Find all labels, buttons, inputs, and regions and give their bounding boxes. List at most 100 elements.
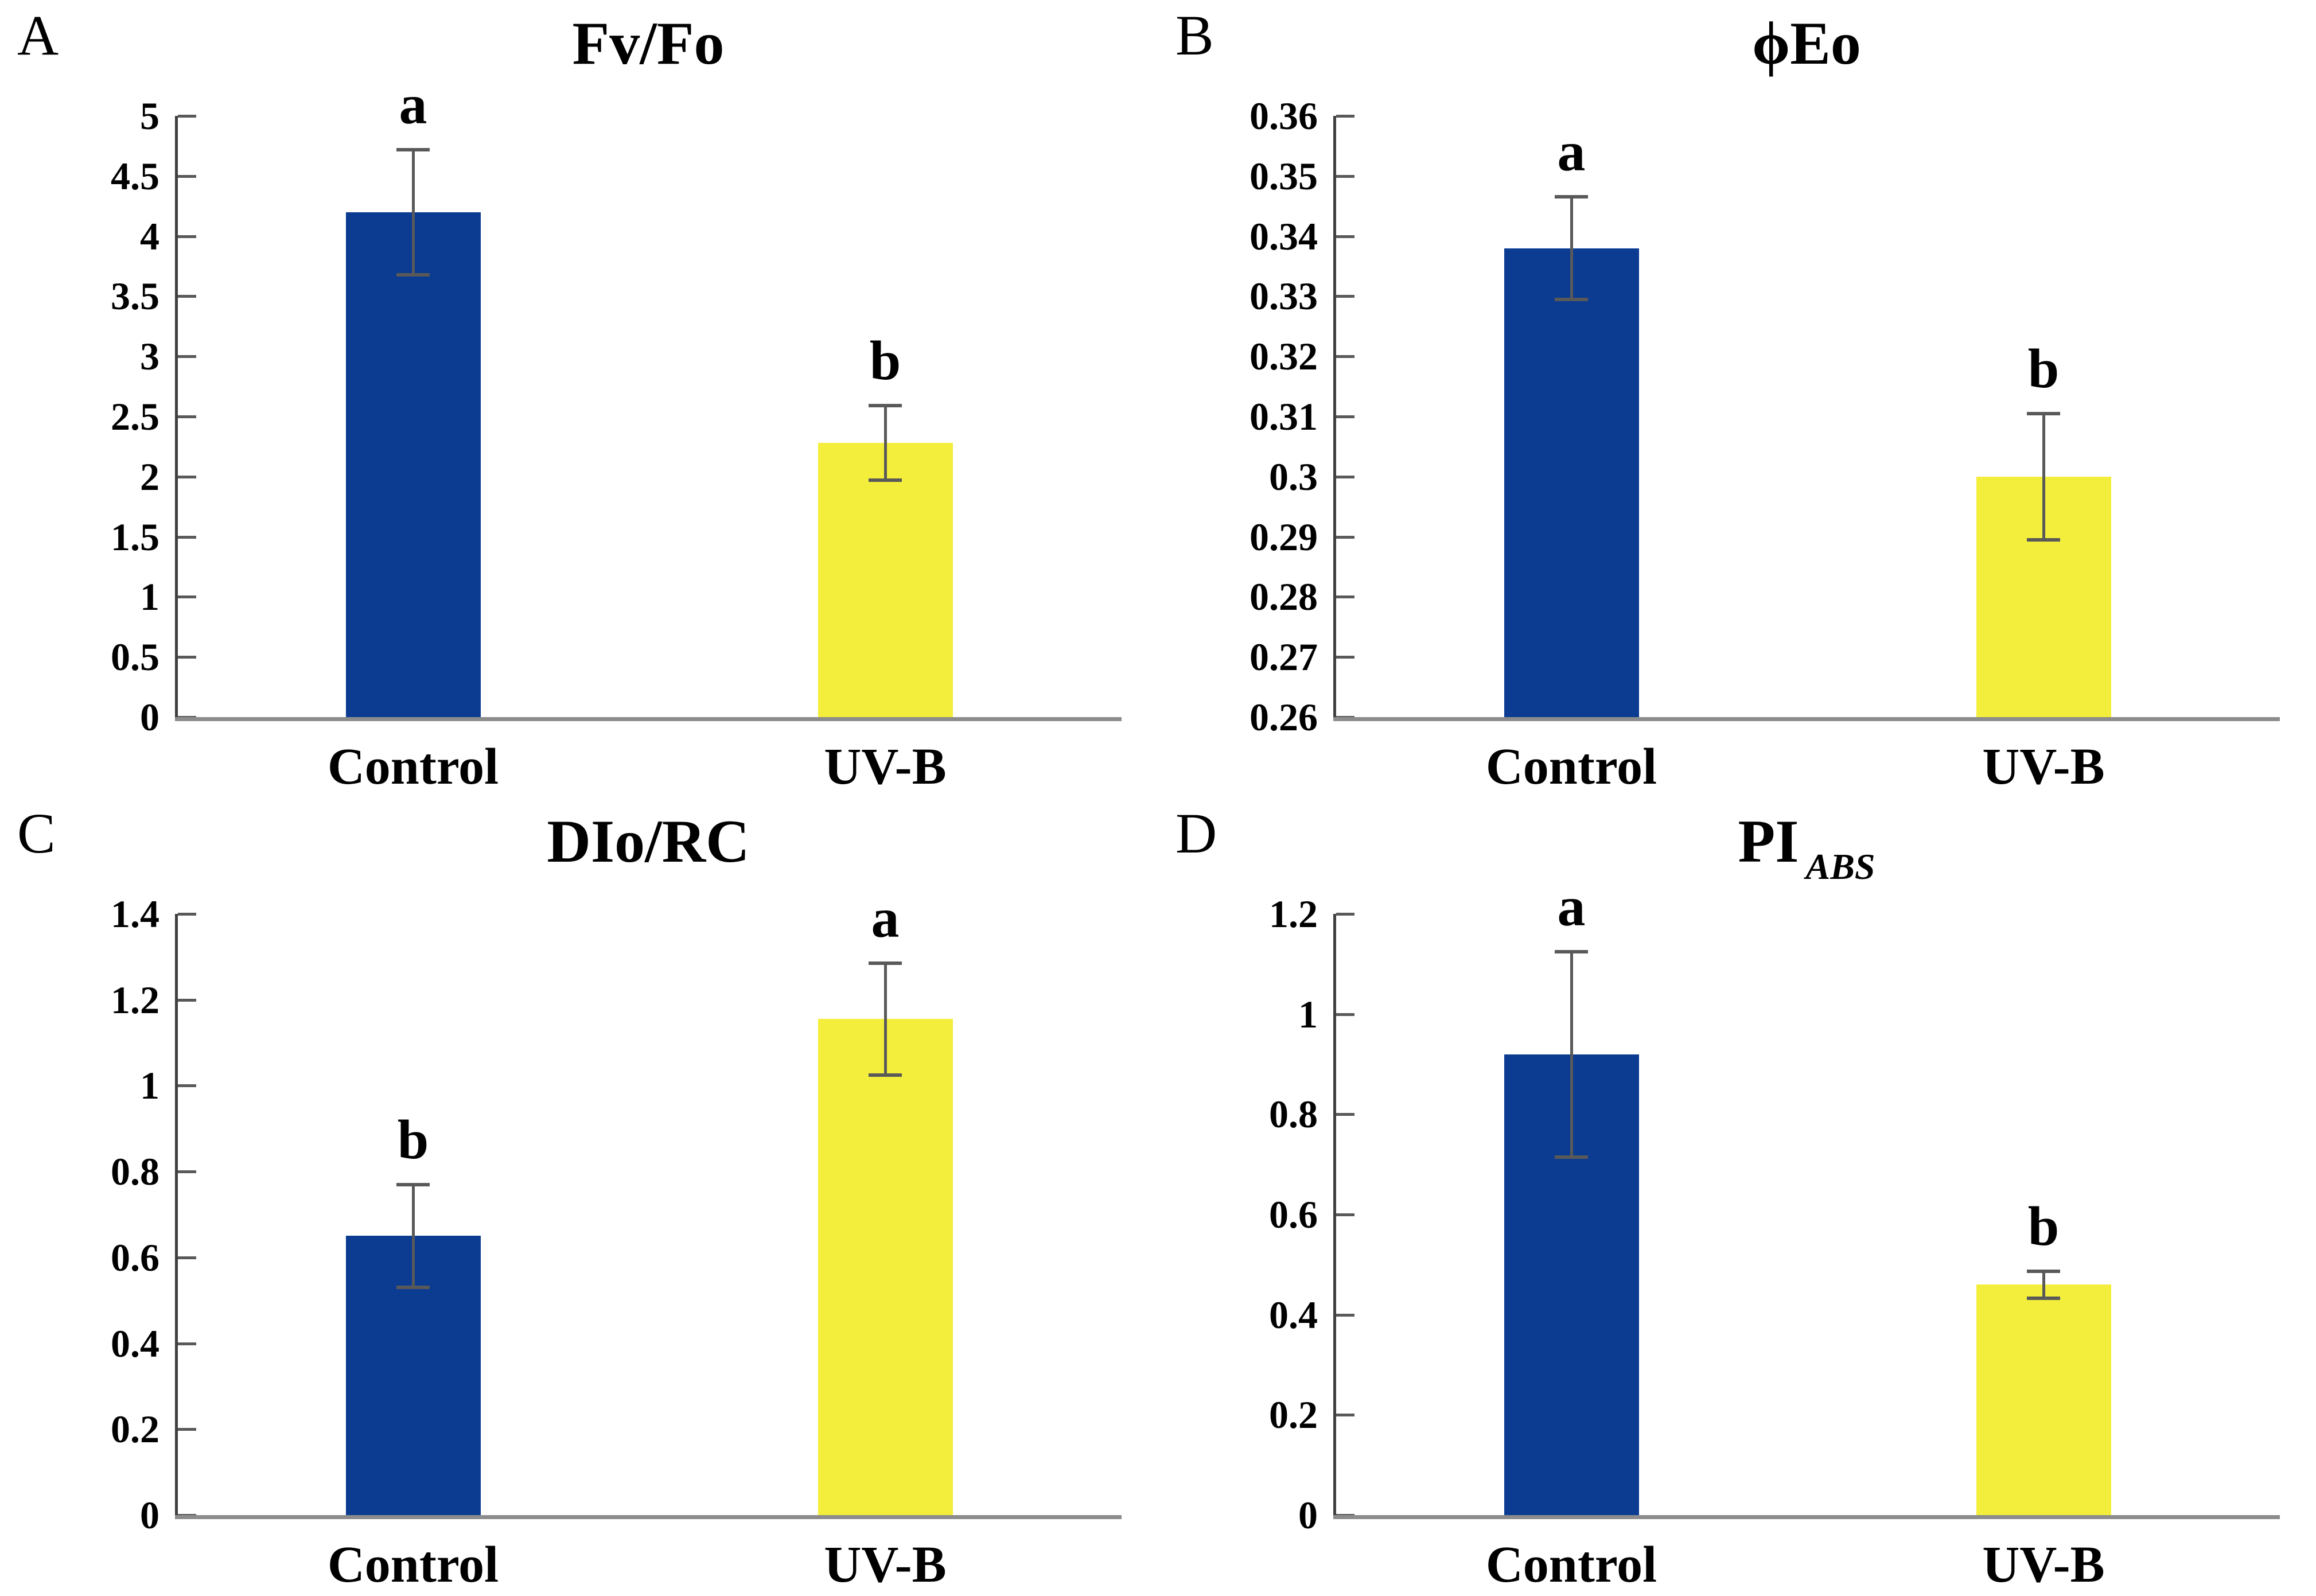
error-bar-cap-top bbox=[396, 1183, 430, 1186]
y-tick-label: 0.2 bbox=[111, 1407, 159, 1451]
y-tick-label: 1 bbox=[140, 1064, 159, 1108]
y-tick-mark bbox=[1336, 1113, 1354, 1116]
y-tick-mark bbox=[178, 656, 196, 659]
panel-c: C DIo/RC 0 0.2 0.4 0.6 0.8 1 1.2 1.4 b Control a UV… bbox=[0, 798, 1158, 1596]
error-bar-cap-top bbox=[1555, 950, 1588, 953]
significance-letter: a bbox=[1557, 876, 1586, 938]
error-bar-line bbox=[1570, 197, 1573, 299]
error-bar-cap-bottom bbox=[396, 1286, 430, 1289]
y-tick-label: 1.5 bbox=[111, 515, 159, 559]
x-axis-line bbox=[175, 717, 1122, 721]
error-bar-cap-top bbox=[2027, 1270, 2060, 1273]
x-category-label: UV-B bbox=[1982, 738, 2105, 795]
bar-control bbox=[346, 212, 481, 717]
bar-uvb bbox=[818, 443, 953, 717]
panel-c-title: DIo/RC bbox=[178, 806, 1119, 877]
bar-uvb bbox=[818, 1019, 953, 1515]
error-bar-cap-bottom bbox=[869, 478, 902, 482]
y-tick-label: 1.4 bbox=[111, 892, 159, 936]
error-bar-cap-top bbox=[1555, 195, 1588, 198]
panel-a-chart-area: 0 0.5 1 1.5 2 2.5 3 3.5 4 4.5 5 a Control b UV-B bbox=[0, 75, 1158, 798]
significance-letter: b bbox=[2027, 338, 2060, 400]
y-axis-line bbox=[175, 914, 178, 1518]
y-tick-mark bbox=[1336, 1213, 1354, 1216]
panel-b-title-text: ϕEo bbox=[1752, 10, 1861, 77]
error-bar-cap-top bbox=[396, 148, 430, 151]
x-category-label: Control bbox=[1485, 1536, 1657, 1593]
y-tick-label: 5 bbox=[140, 94, 159, 138]
error-bar-cap-top bbox=[869, 404, 902, 407]
y-tick-mark bbox=[178, 1428, 196, 1431]
y-tick-mark bbox=[1336, 1013, 1354, 1016]
y-axis-line bbox=[1333, 914, 1336, 1518]
error-bar-cap-bottom bbox=[2027, 1297, 2060, 1300]
y-tick-label: 0.33 bbox=[1250, 274, 1318, 318]
y-tick-label: 3 bbox=[140, 334, 159, 379]
y-tick-mark bbox=[178, 295, 196, 298]
y-tick-label: 0.29 bbox=[1250, 515, 1318, 559]
y-tick-label: 3.5 bbox=[111, 274, 159, 318]
y-tick-mark bbox=[178, 998, 196, 1002]
error-bar-cap-top bbox=[869, 962, 902, 965]
y-axis-line bbox=[1333, 116, 1336, 720]
y-tick-label: 0.4 bbox=[111, 1321, 159, 1365]
y-tick-mark bbox=[178, 355, 196, 359]
y-tick-mark bbox=[178, 1170, 196, 1174]
y-tick-label: 0.34 bbox=[1250, 214, 1318, 258]
y-tick-mark bbox=[178, 1084, 196, 1088]
x-axis-line bbox=[175, 1515, 1122, 1519]
y-tick-mark bbox=[178, 595, 196, 599]
y-tick-mark bbox=[178, 174, 196, 178]
panel-c-title-text: DIo/RC bbox=[547, 808, 750, 875]
error-bar-line bbox=[2042, 414, 2045, 540]
panel-d-chart-area: 0 0.2 0.4 0.6 0.8 1 1.2 a Control b UV-B bbox=[1158, 877, 2316, 1596]
panel-d-title-text: PI bbox=[1738, 808, 1799, 875]
panel-c-chart-area: 0 0.2 0.4 0.6 0.8 1 1.2 1.4 b Control a UV-B bbox=[0, 889, 1158, 1596]
y-tick-label: 0.35 bbox=[1250, 154, 1318, 198]
y-tick-mark bbox=[1336, 174, 1354, 178]
y-tick-label: 0.36 bbox=[1250, 94, 1318, 138]
significance-letter: b bbox=[869, 330, 901, 392]
y-tick-label: 1 bbox=[1298, 992, 1318, 1036]
panel-a-title-text: Fv/Fo bbox=[572, 10, 725, 77]
panel-d-title-subscript: ABS bbox=[1805, 846, 1875, 887]
y-tick-label: 0.4 bbox=[1269, 1293, 1318, 1337]
y-tick-label: 0.26 bbox=[1250, 695, 1318, 739]
y-tick-label: 1.2 bbox=[1269, 892, 1318, 936]
y-tick-mark bbox=[1336, 535, 1354, 539]
y-tick-label: 2 bbox=[140, 454, 159, 499]
y-tick-mark bbox=[1336, 913, 1354, 916]
y-tick-label: 0.27 bbox=[1250, 635, 1318, 679]
y-tick-mark bbox=[178, 115, 196, 118]
panel-b-chart-area: 0.26 0.27 0.28 0.29 0.3 0.31 0.32 0.33 0.34 0.35 0… bbox=[1158, 94, 2316, 798]
error-bar-line bbox=[1570, 952, 1573, 1157]
y-tick-label: 4.5 bbox=[111, 154, 159, 198]
error-bar-line bbox=[884, 963, 887, 1075]
y-tick-mark bbox=[1336, 595, 1354, 599]
significance-letter: b bbox=[2027, 1196, 2060, 1258]
y-tick-label: 0.2 bbox=[1269, 1393, 1318, 1437]
x-category-label: Control bbox=[1485, 738, 1657, 795]
y-tick-label: 0.32 bbox=[1250, 334, 1318, 379]
significance-letter: a bbox=[871, 887, 900, 949]
x-category-label: Control bbox=[327, 738, 499, 795]
y-tick-label: 0.6 bbox=[111, 1235, 159, 1279]
y-tick-label: 0.28 bbox=[1250, 575, 1318, 619]
significance-letter: a bbox=[399, 74, 427, 136]
y-tick-mark bbox=[178, 1342, 196, 1345]
significance-letter: b bbox=[397, 1109, 429, 1171]
panel-letter-c: C bbox=[17, 801, 56, 865]
x-category-label: Control bbox=[327, 1536, 499, 1593]
bar-uvb bbox=[1976, 1284, 2111, 1515]
x-category-label: UV-B bbox=[824, 738, 947, 795]
y-tick-mark bbox=[1336, 355, 1354, 359]
y-tick-label: 0 bbox=[140, 695, 159, 739]
y-tick-mark bbox=[1336, 1414, 1354, 1417]
y-tick-mark bbox=[178, 913, 196, 916]
y-tick-label: 0 bbox=[140, 1493, 159, 1537]
y-tick-label: 0.8 bbox=[1269, 1092, 1318, 1136]
y-tick-mark bbox=[1336, 295, 1354, 298]
y-tick-mark bbox=[178, 535, 196, 539]
panel-b-title: ϕEo bbox=[1336, 8, 2277, 79]
